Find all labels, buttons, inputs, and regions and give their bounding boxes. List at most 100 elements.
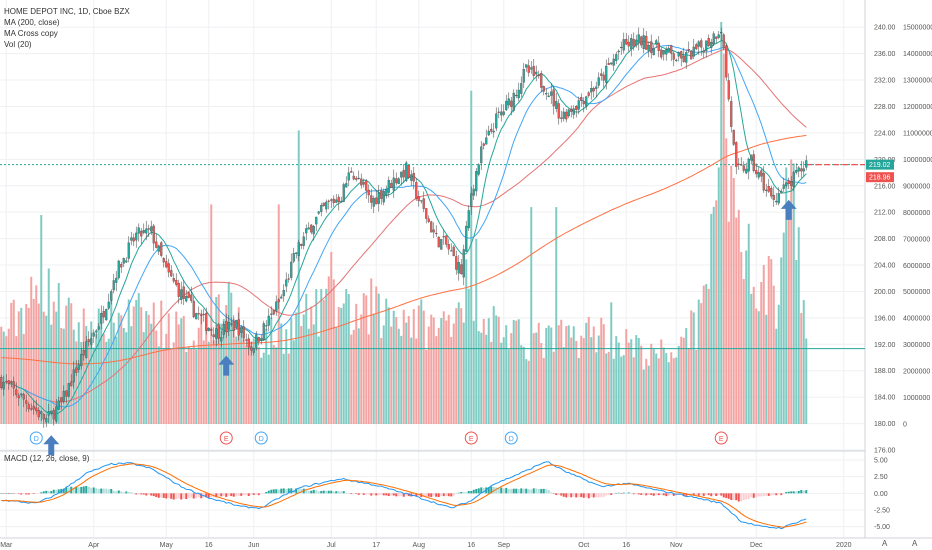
candle-body (535, 71, 538, 75)
candle-body (65, 390, 68, 397)
candle-body (355, 177, 358, 180)
macd-histogram-bar (45, 490, 48, 494)
macd-histogram-bar (377, 493, 380, 496)
macd-histogram-bar (475, 488, 478, 494)
macd-histogram-bar (125, 491, 128, 494)
macd-histogram-bar (562, 493, 565, 497)
volume-bar (207, 341, 210, 424)
candle-body (320, 205, 323, 212)
candle-body (390, 183, 393, 188)
volume-bar (37, 303, 40, 424)
legend-ma200[interactable]: MA (200, close) (4, 18, 60, 27)
candle-body (137, 227, 140, 234)
candle-body (737, 163, 740, 165)
candle-body (610, 62, 613, 65)
volume-bar (97, 308, 100, 424)
macd-histogram-bar (767, 493, 770, 496)
volume-bar (470, 90, 473, 424)
volume-bar (157, 346, 160, 424)
macd-histogram-bar (627, 492, 630, 494)
candle-body (142, 230, 145, 233)
volume-bar (400, 335, 403, 424)
candle-body (317, 211, 320, 214)
volume-bar (165, 333, 168, 424)
legend-title[interactable]: HOME DEPOT INC, 1D, Cboe BZX (4, 7, 130, 16)
price-tick-label: 184.00 (874, 395, 896, 402)
volume-bar (22, 333, 25, 424)
macd-legend[interactable]: MACD (12, 26, close, 9) (4, 454, 90, 463)
candle-body (262, 323, 265, 341)
candle-body (585, 96, 588, 107)
macd-histogram-bar (742, 493, 745, 501)
candle-body (255, 334, 258, 348)
candle-body (310, 224, 313, 233)
macd-histogram-bar (797, 490, 800, 494)
macd-histogram-bar (245, 493, 248, 496)
legend-volume[interactable]: Vol (20) (4, 40, 32, 49)
candle-body (97, 326, 100, 330)
candle-body (425, 208, 428, 219)
macd-histogram-bar (295, 488, 298, 494)
candle-body (705, 40, 708, 51)
candle-body (100, 313, 103, 324)
candle-body (742, 165, 745, 171)
macd-tick-label: -5.00 (874, 524, 890, 531)
candle-body (725, 45, 728, 78)
macd-histogram-bar (95, 488, 98, 494)
candle-body (182, 286, 185, 299)
macd-histogram-bar (247, 493, 250, 496)
volume-bar (290, 318, 293, 424)
volume-bar (642, 369, 645, 424)
volume-bar (65, 305, 68, 424)
volume-bar (760, 282, 763, 424)
volume-bar (412, 309, 415, 424)
volume-bar (712, 206, 715, 424)
candle-body (712, 33, 715, 45)
macd-histogram-bar (310, 490, 313, 494)
macd-histogram-bar (735, 493, 738, 501)
volume-bar (797, 227, 800, 424)
volume-bar (502, 337, 505, 424)
auto-scale-icon-left: A (882, 539, 888, 548)
volume-tick-label: 1000000 (903, 395, 930, 402)
macd-histogram-bar (697, 493, 700, 496)
macd-histogram-bar (532, 488, 535, 494)
price-tick-label: 224.00 (874, 130, 896, 137)
legend-macross[interactable]: MA Cross copy (4, 29, 58, 38)
volume-bar (415, 338, 418, 424)
volume-bar (402, 309, 405, 424)
candle-body (442, 236, 445, 238)
volume-bar (705, 284, 708, 424)
volume-bar (172, 342, 175, 424)
volume-bar (377, 293, 380, 424)
macd-histogram-bar (487, 487, 490, 494)
time-tick-label: Apr (88, 542, 100, 549)
volume-bar (727, 221, 730, 424)
event-marker (219, 431, 233, 445)
volume-bar (167, 313, 170, 424)
macd-histogram-bar (170, 493, 173, 499)
macd-histogram-bar (467, 490, 470, 494)
volume-bar (102, 334, 105, 424)
candle-body (670, 45, 673, 54)
price-tick-label: 216.00 (874, 183, 896, 190)
candlesticks[interactable] (0, 27, 808, 428)
candle-body (612, 58, 615, 66)
volume-bar (100, 320, 103, 424)
candle-body (735, 142, 738, 167)
candle-body (325, 201, 328, 210)
volume-bar (382, 325, 385, 424)
volume-bar (110, 292, 113, 424)
volume-bar (655, 353, 658, 424)
macd-histogram-bar (707, 493, 710, 496)
candle-body (122, 258, 125, 264)
volume-bar (55, 311, 58, 424)
candle-body (45, 418, 48, 423)
volume-bar (637, 337, 640, 424)
candle-body (350, 171, 353, 173)
candle-body (647, 45, 650, 52)
candle-body (265, 325, 268, 327)
volume-bar (10, 302, 13, 424)
